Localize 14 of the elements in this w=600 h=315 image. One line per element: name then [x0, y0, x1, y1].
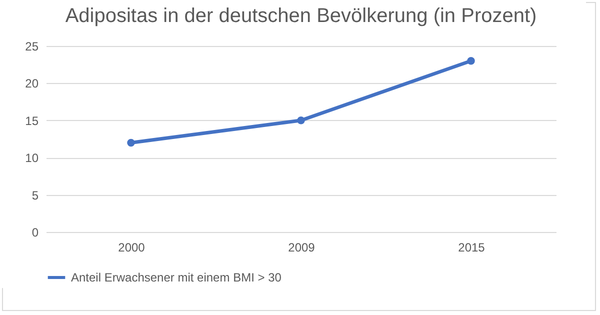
x-tick-label: 2015	[458, 240, 486, 254]
y-tick-label: 10	[25, 151, 39, 166]
x-tick-label: 2000	[118, 240, 146, 254]
y-tick-label: 5	[32, 188, 39, 202]
y-tick-label: 25	[25, 40, 39, 54]
y-tick-label: 20	[25, 76, 39, 91]
y-tick-label: 15	[25, 114, 39, 128]
point	[467, 57, 475, 65]
chart-title: Adipositas in der deutschen Bevölkerung (in Prozent)	[65, 5, 537, 27]
y-tick-label: 0	[32, 226, 39, 240]
point	[297, 116, 305, 124]
x-tick-label: 2009	[288, 240, 316, 254]
legend-label: Anteil Erwachsener mit einem BMI > 30	[71, 270, 282, 284]
point	[127, 138, 135, 147]
